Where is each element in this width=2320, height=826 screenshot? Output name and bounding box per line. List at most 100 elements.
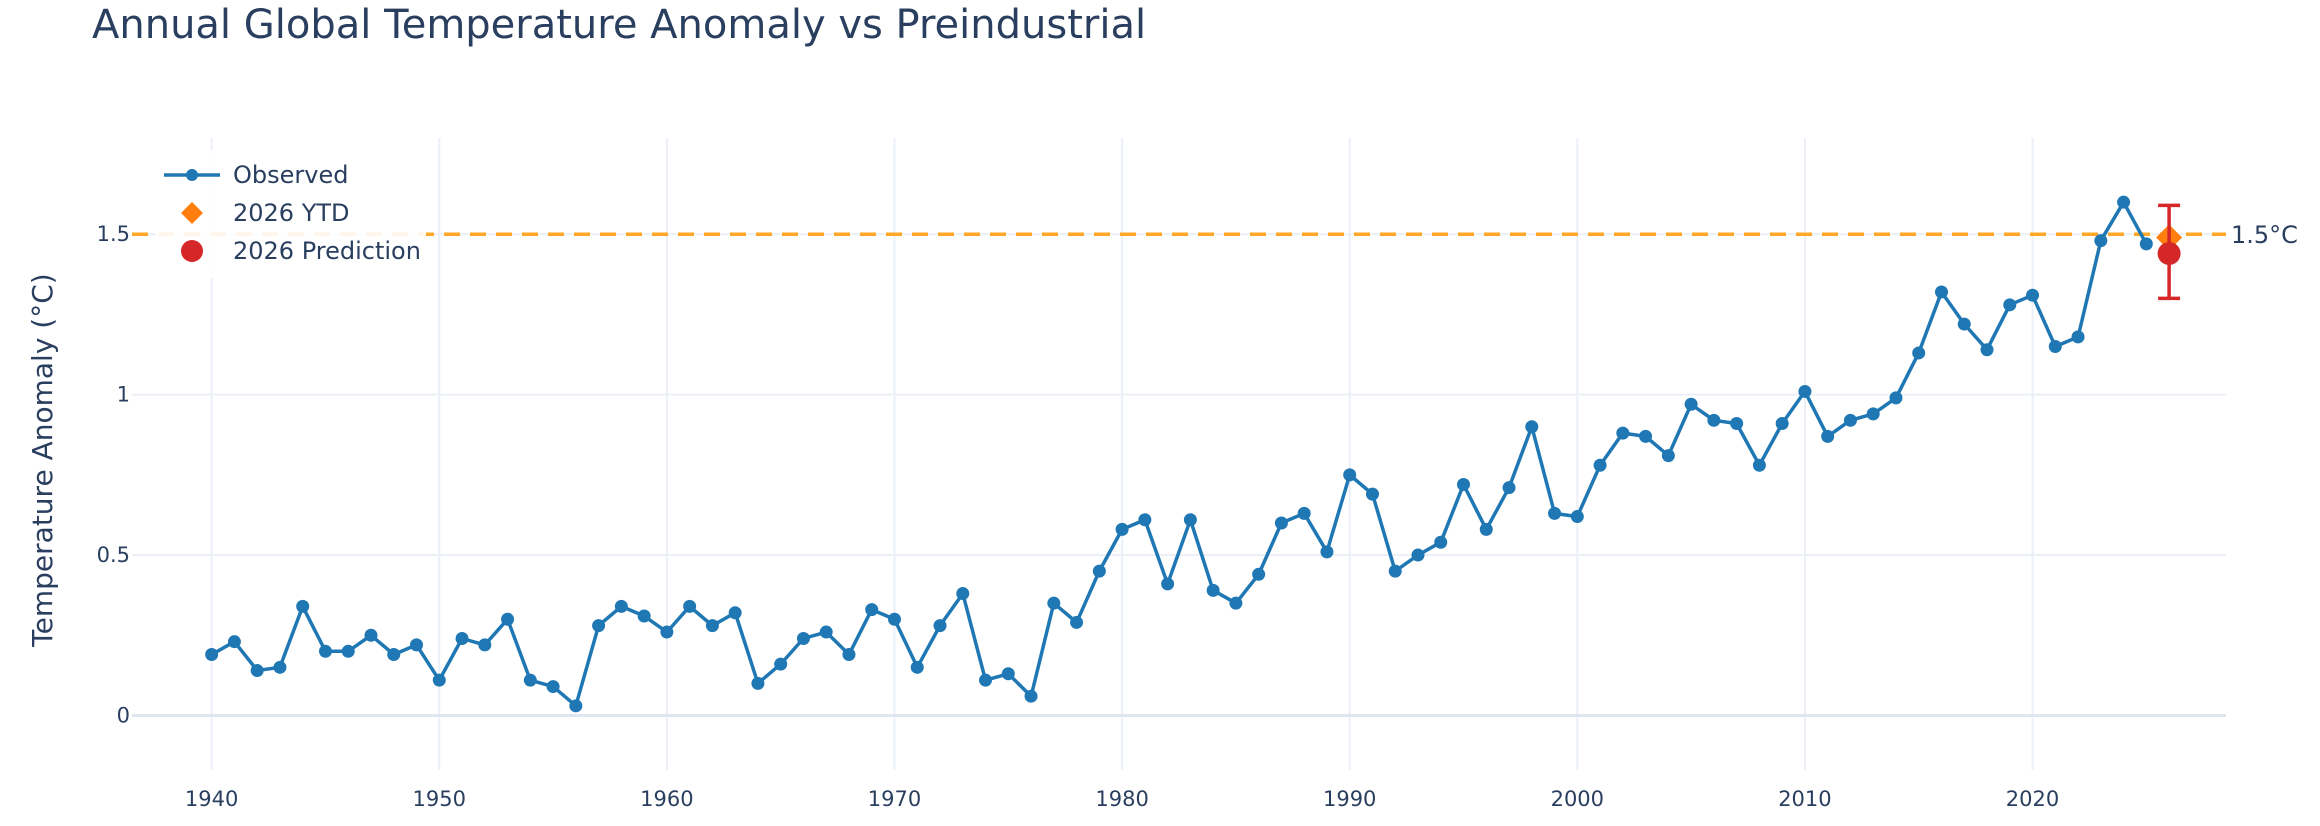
observed-point[interactable] — [1730, 417, 1744, 431]
observed-point[interactable] — [705, 619, 719, 633]
observed-point[interactable] — [637, 609, 651, 623]
observed-point[interactable] — [1889, 391, 1903, 405]
legend[interactable]: Observed 2026 YTD 2026 Prediction — [156, 150, 426, 278]
observed-point[interactable] — [1457, 477, 1471, 491]
observed-point[interactable] — [2094, 234, 2108, 248]
y-tick-label: 1 — [117, 383, 130, 407]
observed-point[interactable] — [501, 612, 515, 626]
observed-point[interactable] — [1411, 548, 1425, 562]
observed-point[interactable] — [751, 676, 765, 690]
observed-point[interactable] — [1684, 397, 1698, 411]
x-tick-label: 1940 — [185, 787, 238, 811]
observed-point[interactable] — [774, 657, 788, 671]
observed-point[interactable] — [341, 644, 355, 658]
observed-point[interactable] — [273, 660, 287, 674]
legend-item[interactable]: Observed — [164, 161, 348, 189]
series-layer — [205, 195, 2183, 713]
observed-point[interactable] — [796, 631, 810, 645]
observed-point[interactable] — [1092, 564, 1106, 578]
legend-item[interactable]: 2026 YTD — [181, 199, 350, 227]
observed-point[interactable] — [546, 680, 560, 694]
observed-point[interactable] — [1274, 516, 1288, 530]
observed-point[interactable] — [592, 619, 606, 633]
observed-point[interactable] — [318, 644, 332, 658]
observed-point[interactable] — [1821, 429, 1835, 443]
observed-point[interactable] — [1138, 513, 1152, 527]
observed-point[interactable] — [1866, 407, 1880, 421]
observed-point[interactable] — [455, 631, 469, 645]
observed-point[interactable] — [1593, 458, 1607, 472]
observed-point[interactable] — [1616, 426, 1630, 440]
observed-point[interactable] — [1661, 449, 1675, 463]
observed-point[interactable] — [1320, 545, 1334, 559]
observed-point[interactable] — [2003, 298, 2017, 312]
observed-point[interactable] — [1525, 420, 1539, 434]
observed-point[interactable] — [1434, 535, 1448, 549]
observed-point[interactable] — [910, 660, 924, 674]
observed-point[interactable] — [227, 635, 241, 649]
observed-point[interactable] — [1957, 317, 1971, 331]
observed-point[interactable] — [1752, 458, 1766, 472]
observed-point[interactable] — [1479, 522, 1493, 536]
observed-point[interactable] — [1115, 522, 1129, 536]
observed-point[interactable] — [1252, 567, 1266, 581]
observed-point[interactable] — [683, 599, 697, 613]
observed-point[interactable] — [364, 628, 378, 642]
x-tick-label: 1970 — [868, 787, 921, 811]
observed-point[interactable] — [478, 638, 492, 652]
observed-point[interactable] — [2117, 195, 2131, 209]
observed-point[interactable] — [1297, 506, 1311, 520]
observed-point[interactable] — [1070, 615, 1084, 629]
observed-point[interactable] — [523, 673, 537, 687]
x-tick-label: 2000 — [1551, 787, 1604, 811]
observed-point[interactable] — [1798, 384, 1812, 398]
y-tick-label: 0 — [117, 703, 130, 727]
observed-point[interactable] — [1707, 413, 1721, 427]
prediction-marker[interactable] — [2157, 241, 2181, 265]
observed-point[interactable] — [887, 612, 901, 626]
observed-point[interactable] — [1229, 596, 1243, 610]
observed-point[interactable] — [250, 664, 264, 678]
observed-point[interactable] — [1843, 413, 1857, 427]
observed-point[interactable] — [979, 673, 993, 687]
observed-point[interactable] — [2026, 288, 2040, 302]
observed-point[interactable] — [1388, 564, 1402, 578]
observed-point[interactable] — [865, 603, 879, 617]
legend-diamond-swatch — [181, 202, 203, 224]
observed-point[interactable] — [1206, 583, 1220, 597]
observed-point[interactable] — [1775, 417, 1789, 431]
observed-point[interactable] — [728, 606, 742, 620]
observed-point[interactable] — [1570, 510, 1584, 524]
observed-point[interactable] — [1365, 487, 1379, 501]
observed-point[interactable] — [614, 599, 628, 613]
observed-point[interactable] — [1502, 481, 1516, 495]
observed-point[interactable] — [432, 673, 446, 687]
observed-point[interactable] — [387, 648, 401, 662]
observed-point[interactable] — [1934, 285, 1948, 299]
observed-point[interactable] — [205, 648, 219, 662]
observed-point[interactable] — [1024, 689, 1038, 703]
legend-item[interactable]: 2026 Prediction — [181, 237, 421, 265]
observed-point[interactable] — [660, 625, 674, 639]
observed-point[interactable] — [2139, 237, 2153, 251]
legend-label: 2026 YTD — [233, 199, 350, 227]
observed-point[interactable] — [842, 648, 856, 662]
observed-point[interactable] — [1912, 346, 1926, 360]
observed-point[interactable] — [1001, 667, 1015, 681]
observed-point[interactable] — [1343, 468, 1357, 482]
observed-point[interactable] — [296, 599, 310, 613]
observed-point[interactable] — [1161, 577, 1175, 591]
observed-point[interactable] — [819, 625, 833, 639]
observed-point[interactable] — [2071, 330, 2085, 344]
observed-point[interactable] — [1548, 506, 1562, 520]
observed-point[interactable] — [1047, 596, 1061, 610]
observed-point[interactable] — [956, 587, 970, 601]
observed-point[interactable] — [569, 699, 583, 713]
observed-point[interactable] — [2048, 340, 2062, 354]
observed-point[interactable] — [933, 619, 947, 633]
observed-point[interactable] — [1639, 429, 1653, 443]
observed-point[interactable] — [410, 638, 424, 652]
observed-point[interactable] — [1980, 343, 1994, 357]
observed-point[interactable] — [1183, 513, 1197, 527]
